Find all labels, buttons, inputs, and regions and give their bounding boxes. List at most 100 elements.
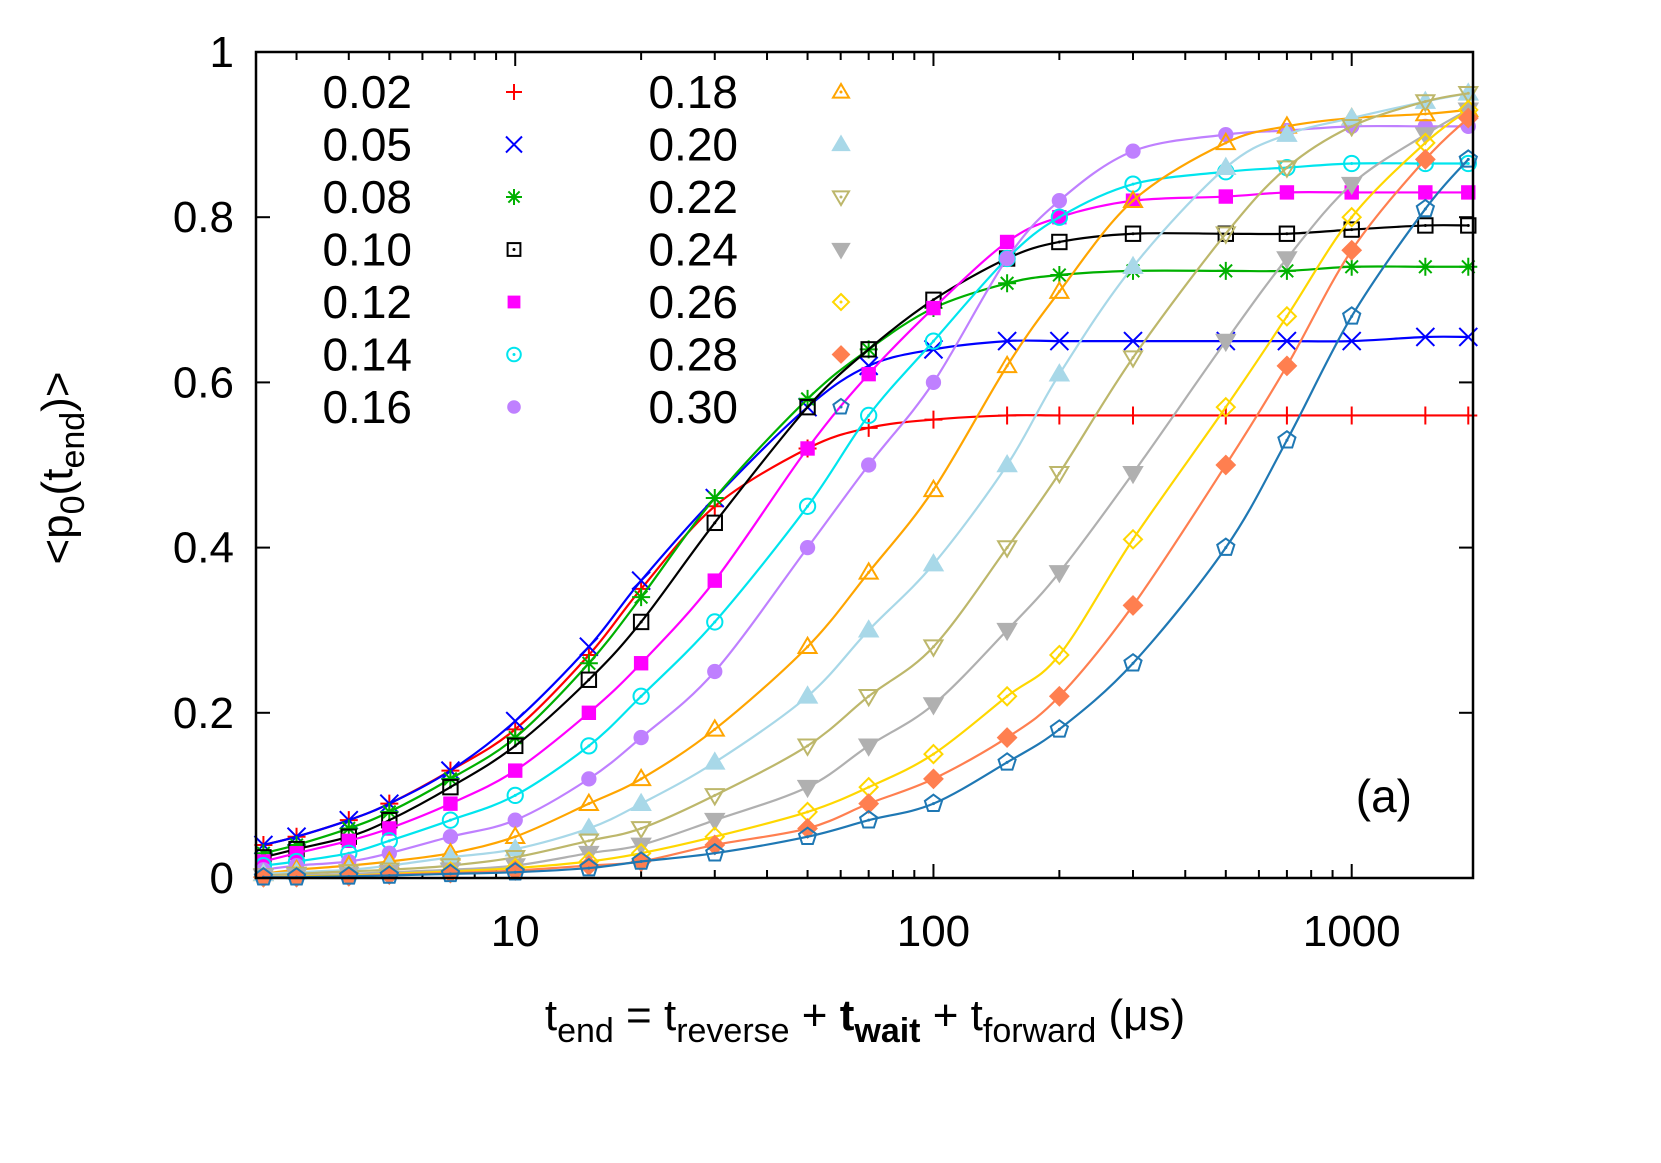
data-point bbox=[505, 861, 525, 881]
legend-label: 0.08 bbox=[322, 171, 412, 223]
data-point bbox=[1414, 94, 1437, 113]
data-point bbox=[1122, 255, 1144, 275]
legend-marker bbox=[507, 295, 521, 309]
legend-marker bbox=[831, 82, 851, 99]
data-point bbox=[1123, 331, 1143, 351]
data-point bbox=[999, 250, 1015, 267]
data-point bbox=[1277, 331, 1297, 351]
data-point bbox=[1414, 102, 1437, 122]
data-point bbox=[1122, 595, 1144, 616]
data-point bbox=[1277, 429, 1297, 449]
data-point bbox=[860, 406, 878, 425]
legend-label: 0.20 bbox=[648, 119, 738, 171]
series-0.22 bbox=[252, 86, 1480, 887]
data-point bbox=[1279, 185, 1295, 200]
data-point bbox=[705, 489, 724, 508]
data-point bbox=[997, 752, 1017, 771]
data-point bbox=[997, 331, 1017, 351]
data-point bbox=[857, 619, 880, 638]
legend-marker bbox=[506, 242, 522, 257]
data-point bbox=[630, 837, 652, 856]
data-point bbox=[579, 654, 598, 673]
axis-ticks: 0 0.2 0.4 0.6 0.8 1 10 100 1000 bbox=[173, 28, 1473, 956]
data-point bbox=[999, 234, 1015, 250]
y-tick-label: 0 bbox=[210, 854, 234, 903]
data-point bbox=[380, 802, 399, 821]
data-point bbox=[705, 842, 725, 862]
data-point bbox=[706, 514, 723, 532]
data-point bbox=[339, 819, 358, 838]
legend-item: 0.08 bbox=[322, 171, 522, 223]
data-point bbox=[578, 833, 600, 852]
data-point bbox=[923, 743, 944, 765]
data-point bbox=[1414, 127, 1437, 146]
data-point bbox=[996, 454, 1018, 473]
data-point bbox=[1048, 465, 1071, 485]
data-point bbox=[287, 835, 306, 854]
data-point bbox=[922, 478, 945, 498]
data-point bbox=[1340, 119, 1363, 138]
legend-item: 0.12 bbox=[322, 276, 521, 328]
data-point bbox=[796, 685, 819, 704]
data-point bbox=[1458, 149, 1479, 168]
data-point bbox=[578, 792, 600, 811]
data-point bbox=[1276, 251, 1298, 270]
legend-item: 0.22 bbox=[648, 171, 851, 223]
data-point bbox=[1341, 239, 1363, 261]
legend-marker bbox=[507, 400, 521, 414]
legend-label: 0.05 bbox=[322, 119, 412, 171]
legend-item: 0.02 bbox=[322, 66, 522, 118]
data-point bbox=[506, 786, 524, 805]
data-point bbox=[1050, 406, 1069, 425]
data-point bbox=[925, 374, 942, 391]
data-point bbox=[1459, 154, 1477, 173]
data-point bbox=[1123, 653, 1143, 672]
x-tick-label: 10 bbox=[491, 907, 540, 956]
data-point bbox=[1051, 233, 1068, 251]
data-point bbox=[996, 727, 1018, 748]
data-point bbox=[630, 792, 652, 811]
fit-curve bbox=[263, 224, 1469, 859]
data-point bbox=[633, 729, 649, 746]
data-point bbox=[580, 671, 598, 688]
data-point bbox=[926, 300, 941, 316]
data-point bbox=[1049, 331, 1070, 351]
data-point bbox=[996, 622, 1018, 642]
data-point bbox=[441, 811, 460, 829]
data-point bbox=[507, 737, 524, 755]
data-point bbox=[924, 332, 943, 350]
data-point bbox=[1415, 198, 1436, 218]
legend-item: 0.10 bbox=[322, 224, 522, 276]
data-point bbox=[1276, 123, 1298, 142]
data-point bbox=[1124, 225, 1142, 242]
data-point bbox=[1276, 355, 1298, 377]
data-point bbox=[1050, 208, 1069, 226]
data-point bbox=[1342, 257, 1361, 276]
data-point bbox=[1048, 644, 1070, 666]
x-axis-label: tend = treverse + twait + tforward (μs) bbox=[545, 991, 1185, 1050]
data-point bbox=[1215, 131, 1237, 151]
data-point bbox=[1051, 193, 1068, 209]
data-point bbox=[507, 812, 523, 828]
y-tick-label: 0.8 bbox=[173, 193, 234, 242]
fit-curve bbox=[263, 158, 1470, 879]
data-point bbox=[923, 768, 944, 790]
data-point bbox=[1049, 719, 1070, 738]
y-tick-label: 0.4 bbox=[173, 524, 234, 573]
legend-label: 0.10 bbox=[322, 224, 412, 276]
data-point bbox=[254, 844, 273, 863]
data-point bbox=[704, 812, 726, 832]
data-point bbox=[998, 274, 1017, 293]
legend-marker bbox=[831, 292, 851, 312]
data-point bbox=[579, 857, 599, 877]
data-point bbox=[799, 539, 816, 556]
data-point bbox=[1416, 406, 1435, 425]
data-point bbox=[922, 697, 945, 716]
panel-annotation: (a) bbox=[1356, 770, 1412, 822]
data-point bbox=[799, 398, 816, 416]
legend-label: 0.26 bbox=[648, 276, 738, 328]
legend-marker bbox=[831, 190, 851, 207]
data-point bbox=[508, 763, 523, 778]
y-tick-label: 0.6 bbox=[173, 358, 234, 407]
